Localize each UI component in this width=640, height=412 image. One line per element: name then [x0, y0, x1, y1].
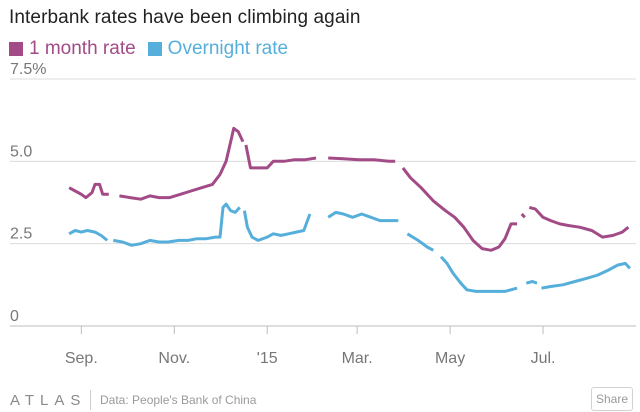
series-line-segment: [119, 126, 245, 201]
legend-item-overnight: Overnight rate: [147, 38, 289, 60]
series-layer: [68, 126, 632, 293]
series-line-segment: [525, 280, 538, 285]
x-tick-label: '15: [257, 350, 278, 367]
series-line-segment: [244, 144, 317, 170]
series-overnight-rate: [68, 202, 632, 293]
series-line-segment: [113, 202, 241, 247]
share-button[interactable]: Share: [591, 387, 633, 411]
y-tick-label: 0: [10, 308, 19, 325]
legend-item-one-month: 1 month rate: [9, 38, 136, 60]
x-tick-label: Sep.: [65, 350, 98, 367]
legend-swatch-one-month: [9, 42, 23, 56]
brand-logo: ATLAS: [10, 392, 87, 409]
series-line-segment: [242, 210, 312, 242]
y-tick-label: 7.5%: [10, 61, 46, 78]
legend-label-overnight: Overnight rate: [167, 38, 289, 59]
legend-swatch-overnight: [147, 42, 162, 56]
series-line-segment: [439, 255, 518, 293]
footer-divider: [90, 390, 91, 410]
x-tick-label: Nov.: [158, 350, 190, 367]
chart-title: Interbank rates have been climbing again: [9, 7, 361, 28]
series-one-month-rate: [68, 126, 630, 252]
legend-label-one-month: 1 month rate: [29, 38, 136, 59]
y-tick-label: 5.0: [10, 143, 32, 160]
grid-layer: [10, 78, 636, 327]
series-line-segment: [520, 212, 526, 219]
data-source: Data: People's Bank of China: [100, 393, 257, 407]
series-line-segment: [406, 232, 435, 252]
series-line-segment: [528, 205, 630, 239]
series-line-segment: [541, 261, 632, 290]
line-chart: 0 2.5 5.0 7.5% Sep. Nov. '15 Mar. May Jul.: [10, 61, 636, 367]
x-axis-ticks: Sep. Nov. '15 Mar. May Jul.: [65, 326, 556, 367]
legend: 1 month rate Overnight rate: [9, 38, 288, 60]
y-tick-label: 2.5: [10, 226, 32, 243]
series-line-segment: [327, 210, 399, 223]
y-axis-ticks: 0 2.5 5.0 7.5%: [10, 61, 46, 325]
series-line-segment: [401, 166, 518, 252]
series-line-segment: [68, 182, 109, 200]
x-tick-label: May: [435, 350, 465, 367]
x-tick-label: Mar.: [342, 350, 373, 367]
series-line-segment: [68, 229, 109, 242]
x-tick-label: Jul.: [531, 350, 556, 367]
series-line-segment: [328, 156, 396, 163]
